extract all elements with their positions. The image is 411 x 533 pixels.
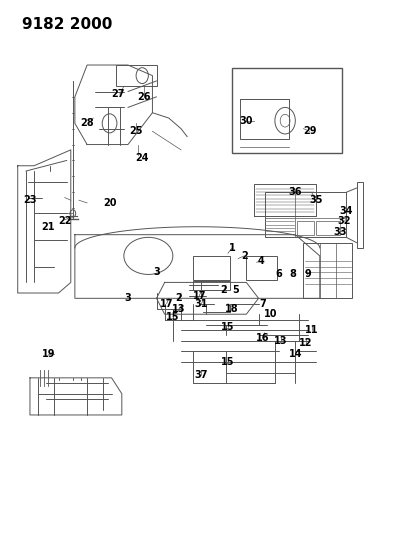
Text: 14: 14	[289, 349, 302, 359]
Text: 7: 7	[259, 298, 266, 309]
Text: 2: 2	[220, 285, 227, 295]
Bar	[115, 65, 157, 86]
Text: 36: 36	[289, 187, 302, 197]
Text: 12: 12	[299, 338, 312, 349]
Text: 13: 13	[172, 304, 186, 314]
Text: 18: 18	[225, 304, 239, 314]
Text: 27: 27	[111, 89, 125, 99]
Bar	[265, 192, 346, 237]
Bar	[193, 281, 230, 290]
Text: 29: 29	[303, 126, 316, 136]
Text: 28: 28	[80, 118, 94, 128]
Bar	[232, 68, 342, 152]
Text: 8: 8	[290, 270, 297, 279]
Bar	[240, 100, 289, 139]
Text: 30: 30	[240, 116, 253, 126]
Text: 15: 15	[166, 312, 180, 322]
Text: 19: 19	[42, 349, 55, 359]
Text: 21: 21	[42, 222, 55, 232]
Text: 16: 16	[256, 333, 269, 343]
Text: 9182 2000: 9182 2000	[22, 17, 112, 33]
Text: 17: 17	[160, 298, 173, 309]
Text: 34: 34	[339, 206, 353, 216]
Bar	[316, 221, 340, 235]
Text: 22: 22	[58, 216, 72, 227]
Text: 20: 20	[103, 198, 116, 208]
Text: 5: 5	[233, 285, 240, 295]
Text: 2: 2	[241, 251, 248, 261]
Text: 3: 3	[153, 267, 160, 277]
Text: 17: 17	[193, 290, 206, 301]
Bar	[303, 243, 353, 298]
Text: 15: 15	[221, 322, 235, 333]
Text: 32: 32	[337, 216, 351, 227]
Text: 4: 4	[257, 256, 264, 266]
Text: 13: 13	[274, 336, 288, 346]
Bar	[356, 182, 363, 248]
Text: 33: 33	[333, 227, 347, 237]
Text: 25: 25	[129, 126, 143, 136]
Text: 37: 37	[195, 370, 208, 380]
Text: 15: 15	[221, 357, 235, 367]
Bar	[246, 256, 277, 280]
Text: 1: 1	[229, 243, 236, 253]
Text: 9: 9	[304, 270, 311, 279]
Text: 31: 31	[195, 298, 208, 309]
Text: 24: 24	[136, 153, 149, 163]
Text: 2: 2	[175, 293, 182, 303]
Text: 11: 11	[305, 325, 319, 335]
Bar	[297, 221, 314, 235]
Text: 35: 35	[309, 195, 323, 205]
Text: 6: 6	[276, 270, 282, 279]
Text: 3: 3	[125, 293, 131, 303]
Text: 23: 23	[23, 195, 37, 205]
Text: 10: 10	[264, 309, 277, 319]
Bar	[193, 256, 230, 280]
Text: 26: 26	[138, 92, 151, 102]
